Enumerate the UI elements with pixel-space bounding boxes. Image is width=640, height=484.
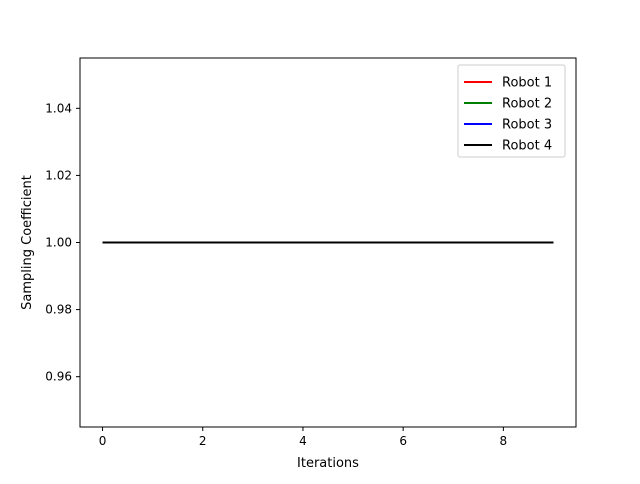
x-axis-label: Iterations: [297, 456, 359, 471]
y-tick-label: 1.02: [45, 168, 72, 182]
x-tick-label: 8: [500, 434, 508, 448]
y-axis-ticks: 0.96 0.98 1.00 1.02 1.04: [45, 101, 80, 384]
legend-box: [457, 64, 566, 158]
legend-label: Robot 1: [502, 76, 552, 91]
x-tick-label: 4: [299, 434, 307, 448]
legend-label: Robot 2: [502, 97, 552, 112]
x-axis-ticks: 0 2 4 6 8: [99, 427, 507, 448]
x-tick-label: 0: [99, 434, 107, 448]
x-tick-label: 6: [399, 434, 407, 448]
x-tick-label: 2: [199, 434, 207, 448]
y-axis-label: Sampling Coefficient: [20, 175, 35, 310]
y-tick-label: 1.04: [45, 101, 72, 115]
y-tick-label: 0.98: [45, 303, 72, 317]
legend-label: Robot 4: [502, 139, 552, 154]
legend: Robot 1 Robot 2 Robot 3 Robot 4: [457, 64, 566, 158]
y-tick-label: 0.96: [45, 370, 72, 384]
y-tick-label: 1.00: [45, 236, 72, 250]
legend-label: Robot 3: [502, 118, 552, 133]
